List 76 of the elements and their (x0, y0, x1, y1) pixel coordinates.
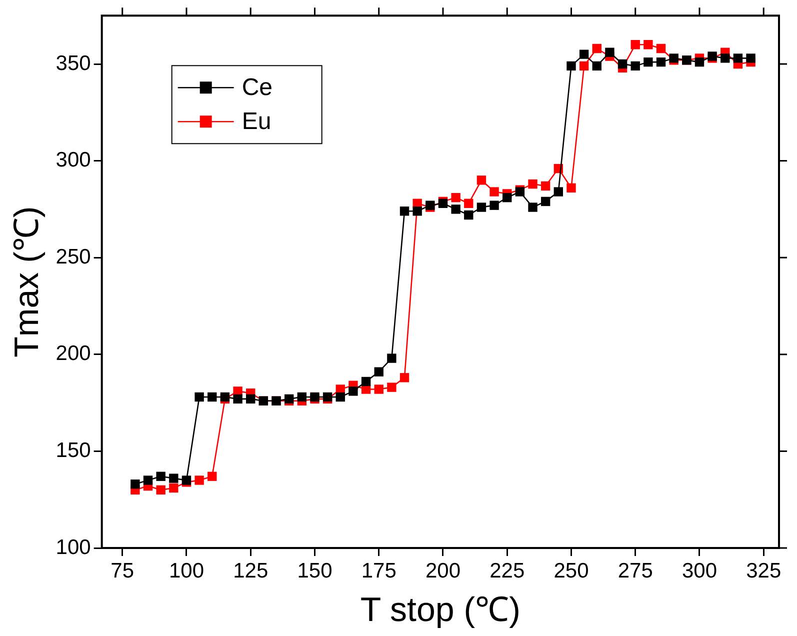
point (297, 392, 307, 402)
point (156, 485, 166, 495)
x-tick-label: 175 (361, 559, 396, 582)
point (618, 59, 628, 69)
point (476, 202, 486, 212)
point (566, 61, 576, 71)
point (566, 183, 576, 192)
point (451, 192, 460, 202)
point (464, 198, 474, 208)
point (694, 57, 704, 67)
point (540, 181, 550, 191)
x-axis-title: T stop (℃) (360, 590, 520, 629)
point (169, 483, 178, 493)
point (733, 54, 743, 63)
y-tick-label: 150 (56, 438, 91, 462)
point (400, 373, 410, 382)
x-tick-label: 150 (297, 559, 332, 582)
y-tick-label: 300 (56, 148, 91, 172)
y-tick-label: 350 (56, 52, 91, 75)
point (528, 179, 538, 189)
point (400, 206, 410, 216)
point (540, 196, 550, 206)
point (208, 392, 217, 402)
point (374, 367, 384, 376)
x-tick-label: 200 (425, 559, 461, 582)
x-tick-label: 275 (618, 559, 653, 582)
point (246, 394, 256, 404)
point (592, 44, 602, 54)
point (348, 386, 358, 396)
legend-label: Eu (242, 108, 272, 136)
y-tick-label: 100 (56, 536, 91, 559)
point (630, 61, 640, 71)
point (720, 54, 730, 63)
legend-label: Ce (242, 74, 273, 102)
point (656, 44, 666, 54)
point (605, 48, 614, 57)
point (233, 394, 242, 404)
y-axis-title: Tmax (℃) (8, 206, 46, 358)
point (194, 392, 204, 402)
x-tick-label: 250 (554, 559, 589, 582)
point (208, 472, 217, 481)
point (169, 474, 178, 483)
point (554, 187, 564, 196)
x-tick-label: 225 (490, 559, 525, 582)
point (374, 384, 384, 394)
y-tick-label: 200 (56, 342, 91, 366)
point (746, 54, 756, 63)
point (387, 382, 396, 392)
point (194, 476, 204, 485)
point (644, 40, 653, 50)
point (528, 202, 538, 212)
point (336, 392, 345, 402)
point (579, 50, 589, 59)
point (644, 57, 653, 67)
x-tick-label: 75 (110, 559, 134, 582)
point (490, 187, 499, 196)
point (412, 206, 422, 216)
point (464, 210, 474, 220)
point (156, 472, 166, 481)
point (130, 480, 140, 489)
x-tick-label: 100 (168, 559, 204, 582)
point (656, 57, 666, 67)
x-tick-label: 325 (746, 559, 782, 582)
point (387, 354, 396, 363)
y-tick-label: 250 (56, 245, 91, 268)
x-tick-label: 125 (233, 559, 268, 582)
point (630, 40, 640, 50)
point (579, 61, 589, 71)
point (361, 376, 371, 386)
point (451, 204, 460, 214)
point (592, 61, 602, 71)
x-tick-label: 300 (682, 559, 718, 582)
point (502, 192, 512, 202)
point (476, 176, 486, 185)
point (490, 200, 499, 210)
point (143, 476, 153, 485)
